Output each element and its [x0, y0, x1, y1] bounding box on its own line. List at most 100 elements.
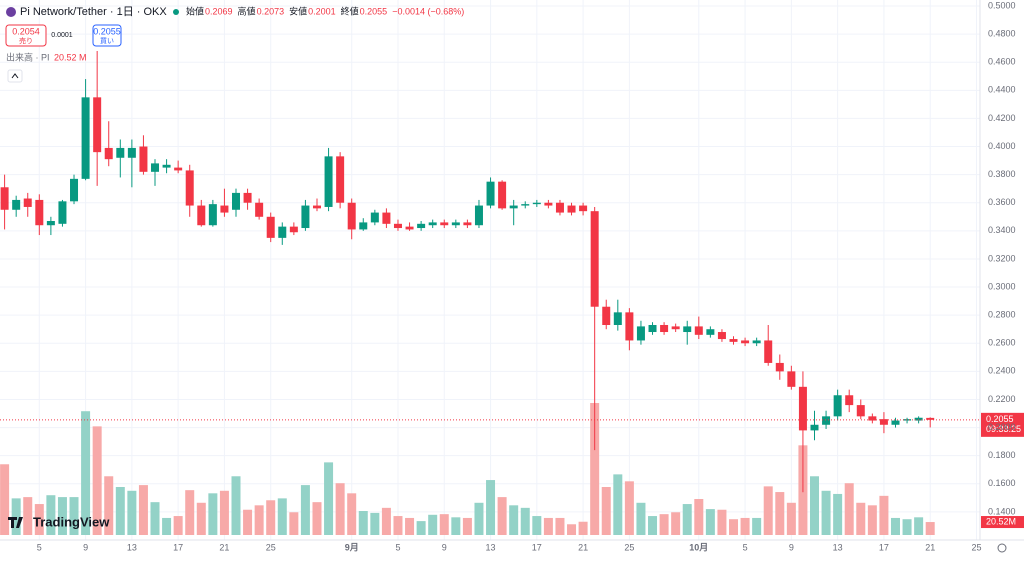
ohlc-name: 始値 [186, 5, 204, 16]
volume-label-box [981, 516, 1024, 529]
volume-bar [370, 512, 380, 535]
volume-bar [520, 507, 530, 535]
y-tick-label: 0.1400 [988, 506, 1016, 516]
candle-body [602, 306, 611, 325]
candle-body [914, 417, 923, 421]
candle-body [926, 417, 935, 420]
x-tick-label: 5 [395, 542, 400, 552]
candle-body [336, 156, 345, 203]
volume-bar [231, 476, 241, 535]
volume-bar [601, 487, 611, 535]
volume-bar [890, 517, 900, 535]
x-tick-label: 9 [789, 542, 794, 552]
volume-bar [254, 505, 264, 535]
volume-bar [81, 411, 91, 535]
candle-body [845, 395, 854, 406]
candle-body [544, 202, 553, 206]
sell-box[interactable] [5, 24, 47, 47]
volume-bar [648, 516, 658, 535]
countdown: 09:33:25 [986, 424, 1021, 434]
volume-bar [46, 495, 56, 535]
candle-body [428, 222, 437, 226]
volume-bar [115, 487, 125, 535]
candle-body [382, 212, 391, 224]
volume-bar [428, 514, 438, 535]
candle-body [752, 340, 761, 344]
y-tick-label: 0.3400 [988, 225, 1016, 235]
volume-bar [104, 476, 114, 535]
candle-body [787, 371, 796, 387]
y-tick-label: 0.2200 [988, 394, 1016, 404]
candle-body [625, 312, 634, 341]
volume-bar [844, 483, 854, 535]
candle-body [903, 419, 912, 421]
volume-bar [289, 512, 299, 535]
volume-bar [659, 514, 669, 535]
candle-body [648, 324, 657, 333]
candle-body [498, 181, 507, 209]
volume-bar [705, 509, 715, 535]
x-tick-label: 9月 [345, 542, 359, 552]
volume-bar [127, 490, 137, 535]
y-tick-label: 0.1800 [988, 450, 1016, 460]
volume-bar [567, 524, 577, 535]
volume-bar [740, 517, 750, 535]
collapse-icon [11, 73, 19, 79]
x-tick-label: 10月 [689, 542, 708, 552]
volume-bar [474, 502, 484, 535]
candle-body [509, 205, 518, 209]
buy-label: 買い [100, 37, 114, 45]
y-tick-label: 0.2600 [988, 338, 1016, 348]
volume-bar [613, 474, 623, 535]
candle-body [521, 204, 530, 206]
x-tick-label: 13 [833, 542, 843, 552]
volume-bar [497, 497, 507, 535]
candle-body [324, 156, 333, 207]
candle-body [590, 211, 599, 307]
candle-body [347, 202, 356, 230]
volume-bar [324, 462, 334, 535]
candle-body [532, 202, 541, 205]
settings-icon[interactable] [997, 543, 1007, 553]
ohlc-name: 終値 [341, 5, 359, 16]
x-tick-label: 9 [83, 542, 88, 552]
candle-body [417, 223, 426, 229]
volume-axis-label: 20.52M [986, 516, 1016, 526]
candle-body [70, 178, 79, 202]
candle-body [232, 192, 240, 210]
y-tick-label: 0.2400 [988, 366, 1016, 376]
volume-bar [879, 495, 889, 535]
candle-body [717, 332, 726, 340]
candle-body [174, 167, 183, 171]
candle-body [301, 205, 310, 229]
logo: TradingView [8, 514, 110, 529]
candle-body [833, 395, 842, 417]
volume-bar [162, 517, 172, 535]
candle-body [116, 147, 125, 158]
collapse-button[interactable] [7, 69, 23, 83]
candle-body [93, 97, 102, 153]
candle-body [729, 339, 738, 342]
volume-bar [277, 498, 287, 535]
buy-box[interactable] [92, 24, 122, 47]
candle-body [266, 216, 275, 238]
candle-body [636, 326, 645, 341]
volume-bar [219, 490, 229, 535]
x-tick-label: 25 [624, 542, 634, 552]
y-tick-label: 0.4400 [988, 85, 1016, 95]
volume-bar [358, 511, 368, 535]
candle-body [879, 419, 888, 425]
y-tick-label: 0.4800 [988, 28, 1016, 38]
spread: 0.0001 [51, 32, 73, 39]
volume-bar [11, 498, 21, 535]
y-tick-label: 0.3200 [988, 253, 1016, 263]
x-tick-label: 25 [266, 542, 276, 552]
candle-body [822, 416, 831, 425]
candle-body [12, 199, 21, 210]
volume-bar [578, 521, 588, 535]
x-tick-label: 5 [37, 542, 42, 552]
ohlc-value: 0.2001 [308, 6, 336, 16]
candle-body [46, 221, 55, 226]
status-dot [173, 9, 179, 15]
